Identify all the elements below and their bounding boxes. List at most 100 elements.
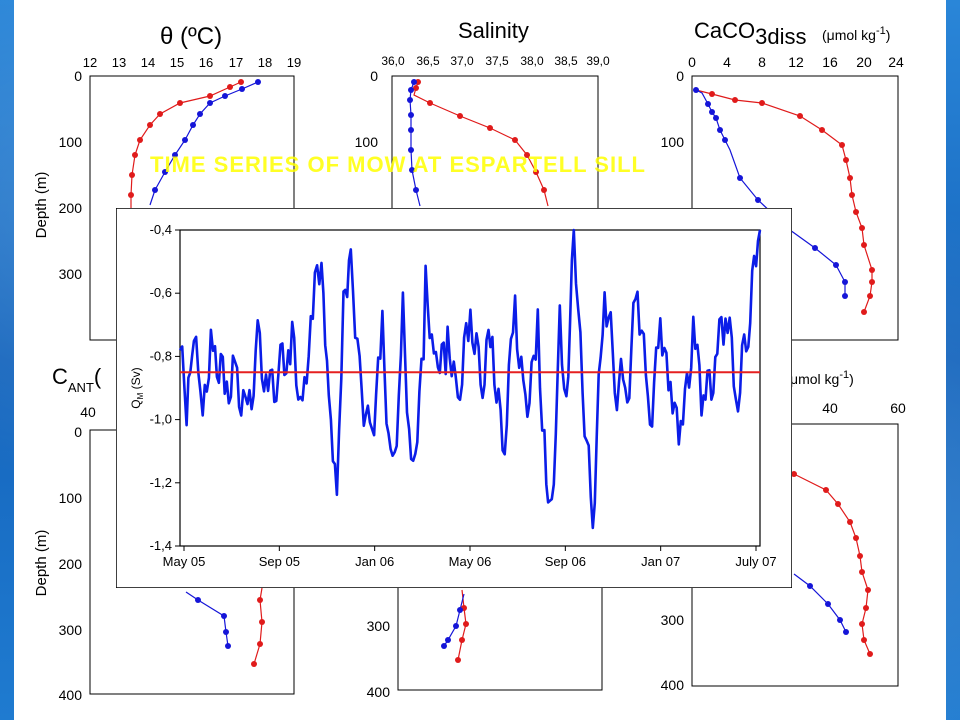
inset-x-tick-label: Jan 06 xyxy=(355,554,394,569)
caco3-title-main: CaCO3diss xyxy=(694,18,806,49)
right-bottom-y-ticks: 300 400 xyxy=(661,612,685,693)
inset-y-tick-label: -1,0 xyxy=(150,412,172,427)
caco3-units-close: ) xyxy=(886,27,891,43)
cant-y-tick: 0 xyxy=(74,424,82,440)
theta-x-tick: 16 xyxy=(199,55,213,70)
theta-y-tick: 300 xyxy=(59,266,83,282)
cant-blue-profile xyxy=(185,591,229,647)
theta-x-tick: 13 xyxy=(112,55,126,70)
inset-x-tick-label: May 06 xyxy=(449,554,492,569)
slide-title-text: TIME SERIES OF MOW AT ESPARTELL SILL xyxy=(150,152,646,177)
inset-x-tick-label: Sep 06 xyxy=(545,554,586,569)
right-bottom-title-units: μmol kg-1) xyxy=(790,369,854,387)
theta-blue-markers xyxy=(152,79,261,193)
panel-title-theta: θ (ºC) xyxy=(160,23,222,50)
theta-x-tick: 14 xyxy=(141,55,155,70)
panel-caco3: CaCO3diss (μmol kg-1) 0 4 8 12 16 20 24 … xyxy=(661,18,904,341)
salinity-blue-markers xyxy=(407,79,419,193)
caco3-x-tick: 4 xyxy=(723,54,731,70)
theta-red-markers xyxy=(128,79,244,198)
theta-x-tick: 19 xyxy=(287,55,301,70)
caco3-red-markers xyxy=(709,91,875,315)
inset-y-tick-label: -0,4 xyxy=(150,222,172,237)
cant-ylabel: Depth (m) xyxy=(33,530,50,597)
salinity-x-tick: 36,0 xyxy=(381,54,405,68)
salinity-x-tick: 39,0 xyxy=(586,54,610,68)
cant-title-rest: ( xyxy=(94,364,102,389)
right-bottom-x-ticks: 40 60 xyxy=(822,400,906,416)
cant-title: C xyxy=(52,364,68,389)
inset-y-tick-label: -0,6 xyxy=(150,285,172,300)
caco3-y-ticks: 0 100 xyxy=(661,68,685,150)
salinity-y-tick: 0 xyxy=(370,68,378,84)
right-bottom-red-profile xyxy=(793,473,871,655)
slide-title: TIME SERIES OF MOW AT ESPARTELL SILL xyxy=(150,152,770,192)
theta-x-ticks: 12 13 14 15 16 17 18 19 xyxy=(83,55,301,70)
cant-x-tick: 40 xyxy=(80,404,96,420)
caco3-x-tick: 0 xyxy=(688,54,696,70)
salinity-x-tick: 38,5 xyxy=(554,54,578,68)
inset-x-tick-label: Sep 05 xyxy=(259,554,300,569)
salinity-x-tick: 37,0 xyxy=(450,54,474,68)
caco3-y-tick: 0 xyxy=(676,68,684,84)
inset-x-axis: May 05 Sep 05 Jan 06 May 06 Sep 06 Jan 07 July… xyxy=(163,546,777,569)
cant-red-markers xyxy=(251,597,265,667)
inset-time-series-chart: -0,4 -0,6 -0,8 -1,0 -1,2 -1,4 May 05 Sep 05 Jan… xyxy=(116,208,792,588)
caco3-x-ticks: 0 4 8 12 16 20 24 xyxy=(688,54,904,70)
cant-y-tick: 100 xyxy=(59,490,83,506)
inset-x-tick-label: May 05 xyxy=(163,554,206,569)
caco3-x-tick: 24 xyxy=(888,54,904,70)
right-bottom-units-sup: -1 xyxy=(839,369,849,381)
right-bottom-y-tick: 300 xyxy=(661,612,685,628)
theta-x-tick: 12 xyxy=(83,55,97,70)
caco3-title: CaCO xyxy=(694,18,755,43)
theta-x-tick: 15 xyxy=(170,55,184,70)
right-bottom-units: μmol kg xyxy=(790,371,839,387)
right-bottom-red-markers xyxy=(791,471,873,657)
theta-ylabel: Depth (m) xyxy=(33,172,50,239)
caco3-x-tick: 12 xyxy=(788,54,804,70)
salinity-x-tick: 38,0 xyxy=(520,54,544,68)
salinity-x-ticks: 36,0 36,5 37,0 37,5 38,0 38,5 39,0 xyxy=(381,54,610,68)
middle-bottom-y-tick: 300 xyxy=(367,618,391,634)
salinity-y-ticks: 0 100 xyxy=(355,68,379,150)
caco3-x-tick: 16 xyxy=(822,54,838,70)
theta-x-tick: 18 xyxy=(258,55,272,70)
inset-y-tick-label: -1,2 xyxy=(150,475,172,490)
salinity-x-tick: 37,5 xyxy=(485,54,509,68)
cant-y-tick: 300 xyxy=(59,622,83,638)
cant-y-tick: 200 xyxy=(59,556,83,572)
caco3-blue-markers xyxy=(693,87,848,299)
middle-bottom-blue-markers xyxy=(441,607,463,649)
right-bottom-blue-markers xyxy=(807,583,849,635)
right-bottom-y-tick: 400 xyxy=(661,677,685,693)
cant-y-tick: 400 xyxy=(59,687,83,703)
inset-ylabel: QM (Sv) xyxy=(129,367,145,408)
right-bottom-blue-profile xyxy=(793,573,847,633)
inset-y-tick-label: -1,4 xyxy=(150,538,172,553)
inset-y-axis: -0,4 -0,6 -0,8 -1,0 -1,2 -1,4 xyxy=(150,222,180,553)
panel-title-salinity: Salinity xyxy=(458,18,529,43)
theta-y-ticks: 0 100 200 300 xyxy=(59,68,83,282)
caco3-units-sup: -1 xyxy=(876,25,886,37)
cant-blue-markers xyxy=(195,597,231,649)
salinity-red-markers xyxy=(413,79,547,193)
salinity-y-tick: 100 xyxy=(355,134,379,150)
panel-cant: CANT( 40 0 100 200 300 400 Depth (m) xyxy=(33,364,295,703)
panel-theta: θ (ºC) 12 13 14 15 16 17 18 19 0 100 200… xyxy=(33,23,301,341)
inset-y-tick-label: -0,8 xyxy=(150,348,172,363)
inset-x-tick-label: Jan 07 xyxy=(641,554,680,569)
middle-bottom-red-markers xyxy=(455,605,469,663)
caco3-x-tick: 8 xyxy=(758,54,766,70)
theta-y-tick: 100 xyxy=(59,134,83,150)
middle-bottom-y-tick: 400 xyxy=(367,684,391,700)
inset-x-tick-label: July 07 xyxy=(735,554,776,569)
middle-bottom-y-ticks: 300 400 xyxy=(367,618,391,700)
caco3-units: (μmol kg xyxy=(822,27,876,43)
theta-y-tick: 0 xyxy=(74,68,82,84)
caco3-title-sub: 3diss xyxy=(755,24,806,49)
inset-background xyxy=(116,208,792,588)
right-bottom-x-tick: 60 xyxy=(890,400,906,416)
right-bottom-x-tick: 40 xyxy=(822,400,838,416)
